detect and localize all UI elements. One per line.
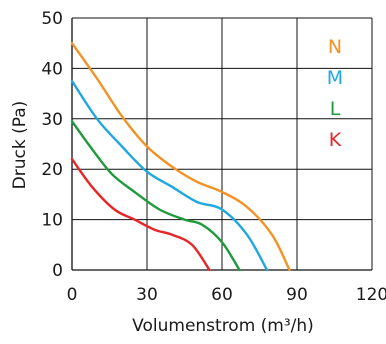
x-tick-label: 30 <box>136 285 158 305</box>
legend-label-n: N <box>328 36 342 58</box>
series-line-l <box>70 120 241 272</box>
y-tick-label: 10 <box>41 211 63 231</box>
series-line-n <box>70 42 291 272</box>
y-tick-label: 0 <box>52 261 63 281</box>
y-tick-label: 30 <box>41 110 63 130</box>
y-tick-label: 40 <box>41 59 63 79</box>
legend-label-l: L <box>330 98 341 120</box>
series-line-m <box>70 79 269 272</box>
x-tick-label: 0 <box>67 285 78 305</box>
x-axis-label: Volumenstrom (m³/h) <box>132 316 314 336</box>
x-tick-label: 90 <box>286 285 308 305</box>
x-tick-label: 120 <box>356 285 386 305</box>
legend-label-m: M <box>327 67 343 89</box>
legend-label-k: K <box>329 129 342 151</box>
series-line-k <box>70 157 211 272</box>
x-tick-label: 60 <box>211 285 233 305</box>
tick-labels: 0 10 20 30 40 50 0 30 60 90 120 <box>41 9 386 305</box>
y-tick-label: 20 <box>41 160 63 180</box>
axes <box>71 18 372 271</box>
series-lines <box>70 42 291 272</box>
y-axis-label: Druck (Pa) <box>10 101 30 190</box>
y-tick-label: 50 <box>41 9 63 29</box>
grid <box>72 17 373 270</box>
